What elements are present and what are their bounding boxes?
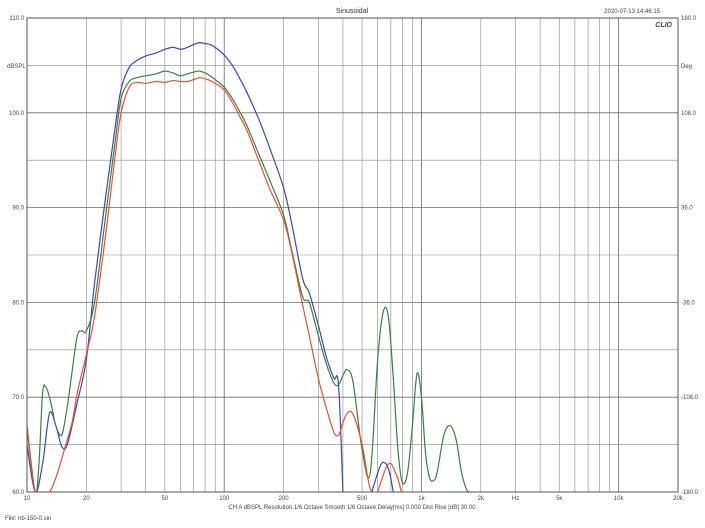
x-tick-label: Hz <box>512 496 519 502</box>
settings-line: CH A dBSPL Resolution 1/6 Octave Smooth … <box>228 505 476 511</box>
y-tick-label: 90.0 <box>12 206 24 212</box>
x-tick-label: 100 <box>219 496 230 502</box>
y2-tick-label: -36.0 <box>681 300 695 306</box>
y-tick-label: 80.0 <box>12 300 24 306</box>
y2-tick-label: -180.0 <box>681 490 699 496</box>
grid <box>26 17 679 493</box>
chart-title: Sinusoidal <box>336 8 369 15</box>
series-line-2 <box>27 77 373 492</box>
timestamp: 2020-07-13 14:46:15 <box>604 9 660 15</box>
x-tick-label: 10 <box>24 496 31 502</box>
clio-logo: CLIO <box>655 22 672 29</box>
x-tick-label: 20 <box>83 496 90 502</box>
series-line-1 <box>27 70 472 492</box>
y2-axis-label: Deg <box>681 64 692 70</box>
x-tick-label: 2k <box>478 496 485 502</box>
plot-frame <box>26 17 679 493</box>
x-tick-label: 10k <box>614 496 625 502</box>
y-tick-label: 70.0 <box>12 395 24 401</box>
series-line-3 <box>377 462 402 492</box>
series-line-4 <box>371 461 394 492</box>
x-tick-label: 200 <box>279 496 290 502</box>
plot-lines <box>27 42 472 492</box>
tick-labels: 10 20 50 100 200 500 1k 2k Hz 5k 10k 20k 110.0 100.0 9… <box>9 16 699 502</box>
y-tick-label: 60.0 <box>12 490 24 496</box>
x-tick-label: 5k <box>556 496 563 502</box>
x-tick-label: 1k <box>418 496 425 502</box>
y-axis-label: dBSPL <box>7 64 26 70</box>
x-tick-label: 500 <box>357 496 368 502</box>
y2-tick-label: -108.0 <box>681 395 699 401</box>
y2-tick-label: 180.0 <box>681 16 697 22</box>
file-name: File: nb-150-0.sin <box>5 516 51 522</box>
y-tick-label: 100.0 <box>9 111 25 117</box>
y2-tick-label: 108.0 <box>681 111 697 117</box>
series-line-0 <box>27 42 344 492</box>
y2-tick-label: 36.0 <box>681 206 693 212</box>
y-tick-label: 110.0 <box>9 16 24 22</box>
x-tick-label: 20k <box>673 496 684 502</box>
x-tick-label: 50 <box>161 496 168 502</box>
